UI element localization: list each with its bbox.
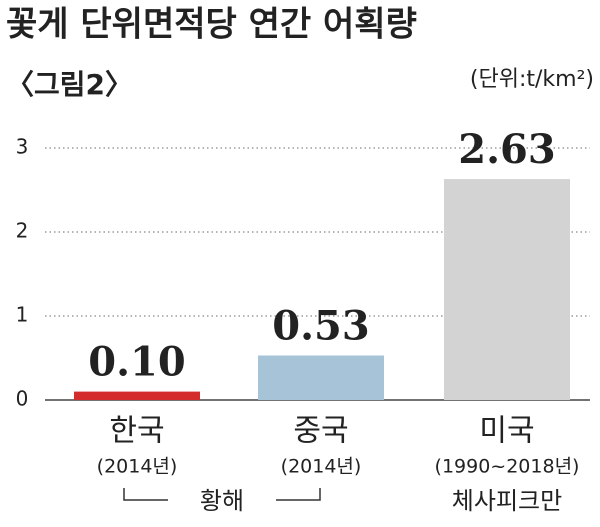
- group-label: 체사피크만: [452, 487, 562, 515]
- group-label: 황해: [200, 487, 244, 515]
- unit-label: (단위:t/km²): [470, 67, 594, 92]
- category-note: (2014년): [97, 456, 178, 478]
- chart-title: 꽃게 단위면적당 연간 어획량: [6, 5, 417, 45]
- category-note: (1990~2018년): [435, 456, 580, 478]
- x-tick-label: 미국: [479, 414, 534, 449]
- bar: [444, 179, 570, 400]
- chart-subtitle: 〈그림2〉: [6, 68, 133, 101]
- value-label: 0.10: [88, 339, 185, 386]
- value-label: 2.63: [458, 126, 555, 173]
- y-tick-label: 2: [16, 219, 29, 243]
- x-tick-label: 중국: [293, 414, 348, 449]
- bar: [258, 355, 384, 400]
- bar: [74, 391, 200, 400]
- x-tick-label: 한국: [109, 414, 164, 449]
- y-tick-label: 3: [16, 135, 29, 159]
- group-bracket: [123, 488, 321, 501]
- value-label: 0.53: [272, 302, 369, 349]
- y-tick-label: 0: [16, 387, 29, 411]
- category-note: (2014년): [281, 456, 362, 478]
- y-tick-label: 1: [16, 303, 29, 327]
